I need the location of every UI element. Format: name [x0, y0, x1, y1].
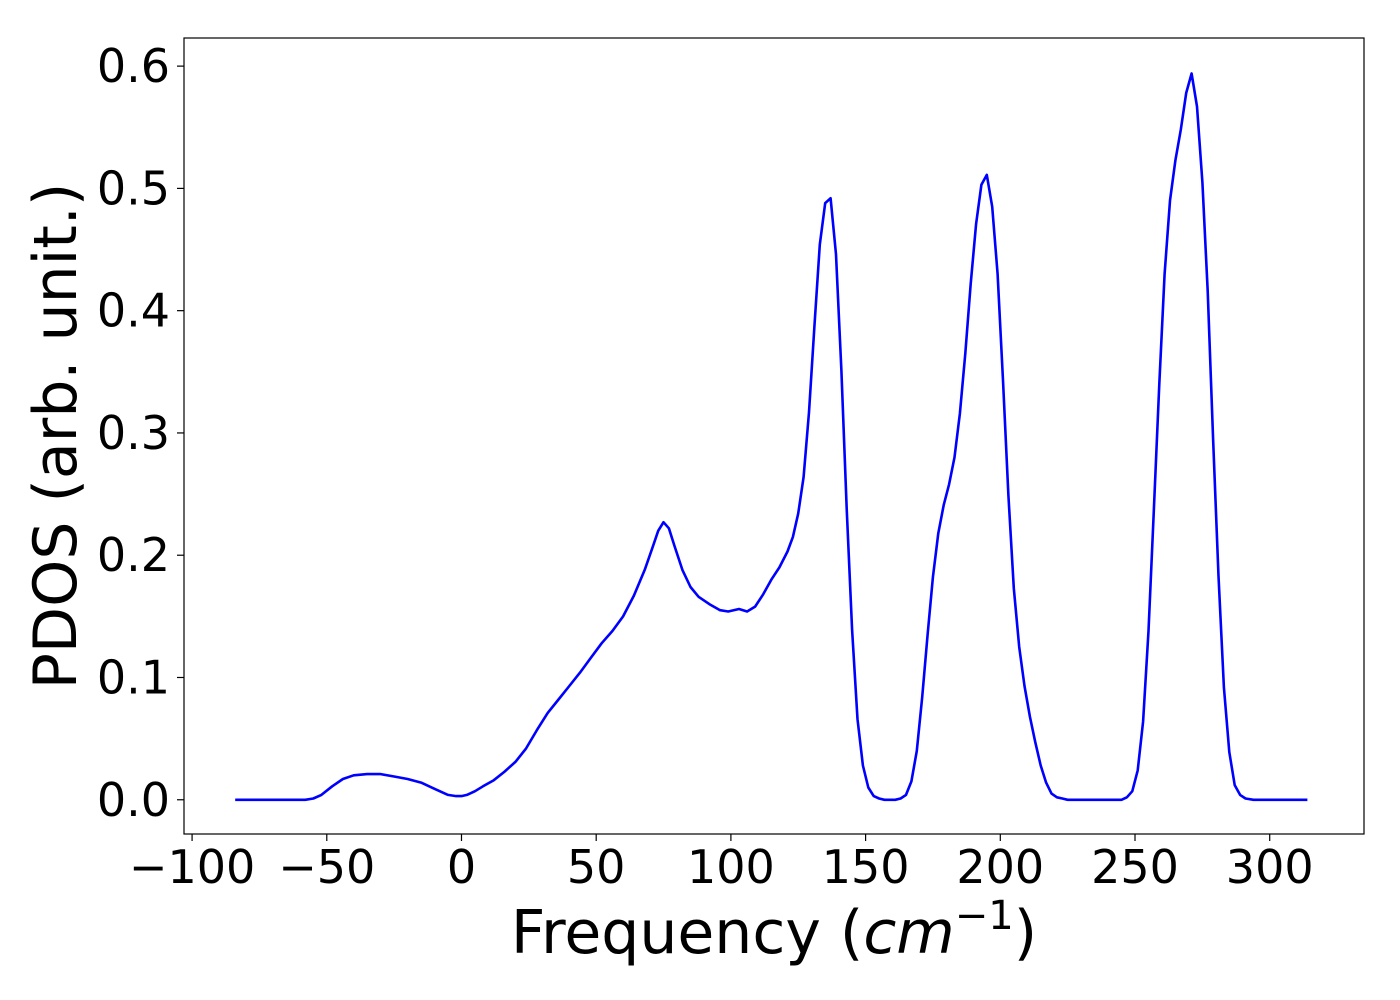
x-axis-label-math: cm — [863, 898, 954, 968]
x-tick-label: −50 — [278, 840, 375, 894]
x-tick-label: 300 — [1226, 840, 1314, 894]
y-tick-label: 0.4 — [97, 284, 170, 338]
y-tick-label: 0.5 — [97, 161, 170, 215]
y-tick-label: 0.6 — [97, 39, 170, 93]
y-tick-label: 0.1 — [97, 650, 170, 704]
x-tick-label: 200 — [956, 840, 1044, 894]
x-tick-label: 150 — [822, 840, 910, 894]
x-tick-label: 100 — [687, 840, 775, 894]
x-axis-label: Frequency (cm−1) — [511, 893, 1037, 968]
x-axis-label-close: ) — [1014, 898, 1037, 968]
x-tick-label: −100 — [129, 840, 255, 894]
x-axis-label-text: Frequency ( — [511, 898, 863, 968]
y-axis-label: PDOS (arb. unit.) — [21, 183, 91, 690]
x-tick-label: 250 — [1091, 840, 1179, 894]
x-tick-label: 0 — [447, 840, 476, 894]
x-axis-ticks: −100 −50 0 50 100 150 200 250 300 — [129, 834, 1314, 894]
series-layer — [235, 72, 1308, 802]
series-line-pdos — [235, 72, 1308, 802]
y-tick-label: 0.2 — [97, 528, 170, 582]
plot-area — [183, 37, 1365, 835]
y-tick-label: 0.0 — [97, 773, 170, 827]
x-axis-label-exponent: −1 — [955, 893, 1014, 939]
y-tick-label: 0.3 — [97, 406, 170, 460]
x-tick-label: 50 — [567, 840, 626, 894]
y-axis-ticks: 0.0 0.1 0.2 0.3 0.4 0.5 0.6 — [97, 39, 184, 827]
